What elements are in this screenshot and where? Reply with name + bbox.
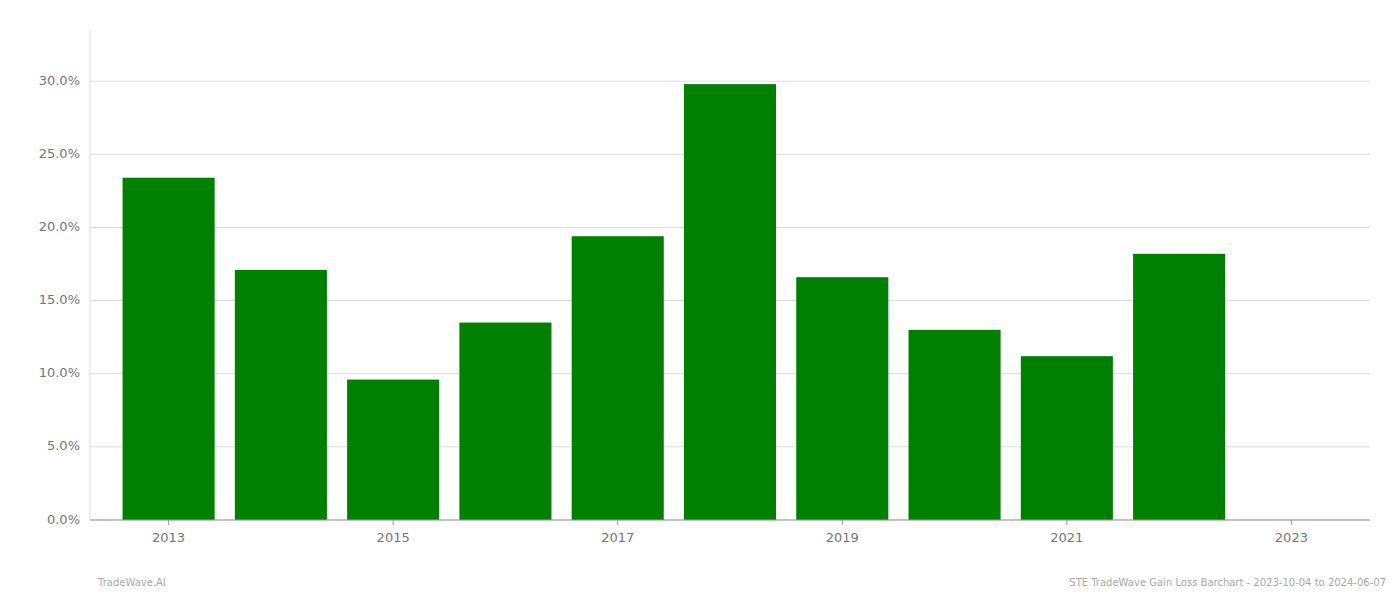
- x-axis-line: [90, 520, 1370, 521]
- bar: [235, 270, 327, 520]
- y-tick-label: 30.0%: [39, 73, 80, 88]
- x-tick-label: 2015: [377, 530, 410, 545]
- x-ticks: 2013 2015 2017 2019 2021 2023: [152, 520, 1308, 545]
- y-tick-label: 20.0%: [39, 219, 80, 234]
- y-tick-label: 25.0%: [39, 146, 80, 161]
- footer-text: STE TradeWave Gain Loss Barchart - 2023-…: [1069, 577, 1386, 588]
- x-tick: [1066, 520, 1067, 525]
- y-axis-line: [90, 30, 91, 520]
- bar: [796, 277, 888, 520]
- bar: [684, 84, 776, 520]
- y-tick-label: 15.0%: [39, 292, 80, 307]
- x-tick: [1291, 520, 1292, 525]
- y-tick-label: 10.0%: [39, 365, 80, 380]
- bar: [1133, 254, 1225, 520]
- x-tick: [168, 520, 169, 525]
- x-tick: [393, 520, 394, 525]
- x-tick: [842, 520, 843, 525]
- x-tick-label: 2013: [152, 530, 185, 545]
- x-tick-label: 2017: [601, 530, 634, 545]
- chart-container: 0.0%5.0%10.0%15.0%20.0%25.0%30.0%2013201…: [0, 0, 1400, 600]
- grid-line: [90, 81, 1370, 82]
- bar: [123, 178, 215, 520]
- bar: [1021, 356, 1113, 520]
- x-tick-label: 2019: [826, 530, 859, 545]
- y-grid: [90, 81, 1370, 520]
- bar: [347, 380, 439, 520]
- bar: [459, 323, 551, 520]
- x-tick: [617, 520, 618, 525]
- footer-text: TradeWave.AI: [97, 577, 166, 588]
- footer: TradeWave.AI STE TradeWave Gain Loss Barc…: [97, 577, 1386, 588]
- bar: [572, 236, 664, 520]
- grid-line: [90, 520, 1370, 521]
- y-tick-label: 0.0%: [47, 512, 80, 527]
- y-tick-labels: 0.0% 5.0% 10.0% 15.0% 20.0% 25.0% 30.0%: [39, 73, 80, 527]
- bars: [123, 84, 1226, 520]
- y-tick-label: 5.0%: [47, 438, 80, 453]
- x-tick-label: 2023: [1275, 530, 1308, 545]
- x-tick-label: 2021: [1050, 530, 1083, 545]
- bar: [909, 330, 1001, 520]
- chart-svg: 0.0%5.0%10.0%15.0%20.0%25.0%30.0%2013201…: [0, 0, 1400, 600]
